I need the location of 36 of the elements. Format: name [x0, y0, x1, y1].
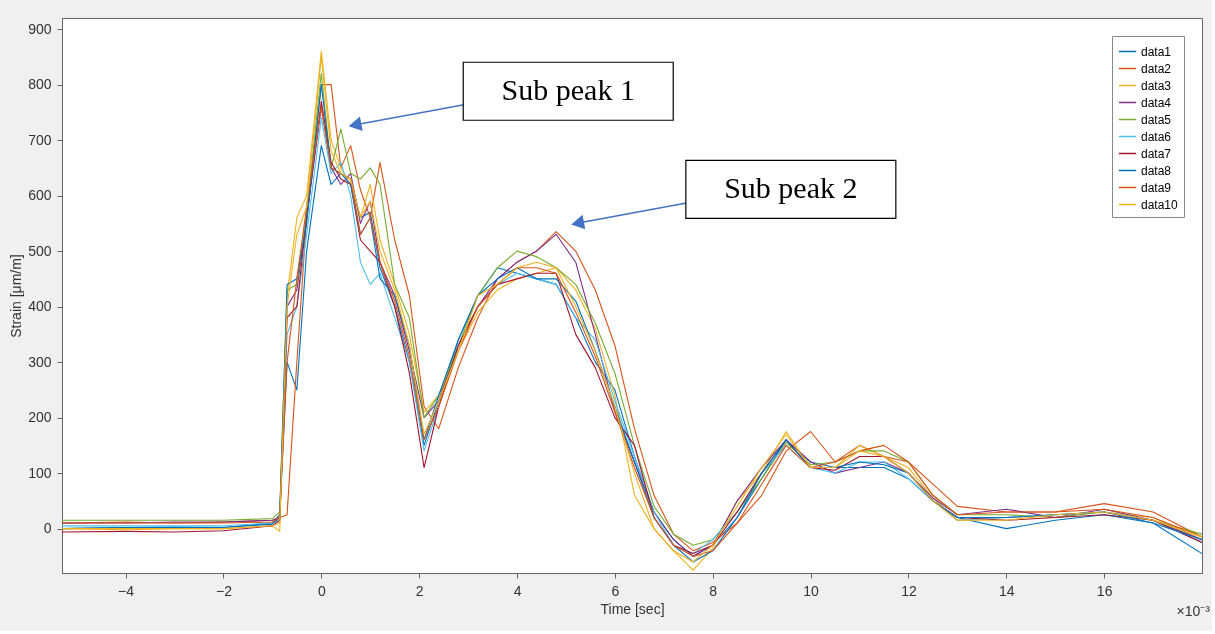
legend-label: data8	[1141, 163, 1172, 178]
legend-label: data6	[1141, 129, 1172, 144]
x-tick-label: 0	[317, 582, 326, 599]
legend-label: data3	[1141, 78, 1172, 93]
y-tick-label: 100	[28, 464, 52, 481]
legend-label: data5	[1141, 112, 1172, 127]
x-tick-label: 4	[513, 582, 522, 599]
y-tick-label: 300	[28, 353, 52, 370]
y-axis-title: Strain [μm/m]	[8, 254, 25, 338]
legend-label: data9	[1141, 180, 1172, 195]
y-tick-label: 0	[43, 520, 52, 537]
y-tick-label: 200	[28, 409, 52, 426]
x-tick-label: 16	[1096, 582, 1113, 599]
x-axis-title: Time [sec]	[600, 600, 665, 617]
y-tick-label: 600	[28, 187, 52, 204]
annotation: Sub peak 2	[724, 171, 858, 205]
y-tick-label: 900	[28, 20, 52, 37]
legend-label: data10	[1141, 197, 1179, 212]
x-tick-label: 2	[415, 582, 424, 599]
x-tick-label: 8	[709, 582, 718, 599]
legend-label: data2	[1141, 61, 1172, 76]
x-tick-label: 12	[901, 582, 917, 599]
y-tick-label: 500	[28, 242, 52, 259]
y-tick-label: 700	[28, 131, 52, 148]
x-tick-label: 14	[999, 582, 1015, 599]
y-tick-label: 400	[28, 298, 52, 315]
annotation: Sub peak 1	[501, 73, 635, 107]
x-tick-label: 10	[803, 582, 820, 599]
x-tick-label: −2	[215, 582, 233, 599]
legend-label: data4	[1141, 95, 1172, 110]
x-tick-label: −4	[118, 582, 135, 599]
y-tick-label: 800	[28, 76, 52, 93]
x-tick-label: 6	[611, 582, 620, 599]
legend-label: data1	[1141, 44, 1172, 59]
legend-label: data7	[1141, 146, 1172, 161]
text: ×10⁻³	[1176, 603, 1211, 619]
